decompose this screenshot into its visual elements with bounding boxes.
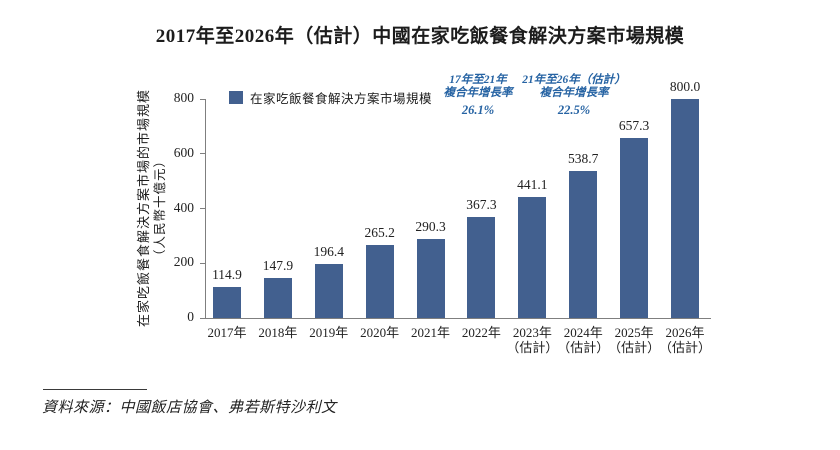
y-axis-tick xyxy=(200,262,206,264)
bar-value-label: 441.1 xyxy=(517,177,548,193)
y-axis-title-text: 在家吃飯餐食解決方案市場的市場規模 xyxy=(136,89,151,328)
y-axis-tick xyxy=(200,98,206,100)
bar-2019年 xyxy=(314,264,343,318)
bar-chart: 在家吃飯餐食解決方案市場的市場規模 （人民幣十億元） 在家吃飯餐食解決方案市場規… xyxy=(0,60,840,370)
bar-2020年 xyxy=(365,245,394,318)
y-axis-tick xyxy=(200,153,206,155)
cagr-period: 21年至26年（估計） xyxy=(522,74,626,86)
bar-2023年 xyxy=(518,197,547,318)
plot-area: 0 200 400 600 800 114.9 2017年 147.9 2018年 196.4 20… xyxy=(174,79,711,355)
x-axis-label: 2023年 （估計） xyxy=(498,325,566,355)
x-axis-label: 2019年 xyxy=(309,325,349,340)
bar-2018年 xyxy=(263,277,292,318)
bar-2022年 xyxy=(467,217,496,318)
y-axis-tick-label: 800 xyxy=(173,90,194,105)
cagr-period: 17年至21年 xyxy=(449,74,507,86)
y-axis-tick-label: 600 xyxy=(173,144,194,160)
legend: 在家吃飯餐食解決方案市場規模 xyxy=(229,88,432,107)
cagr-annotation-1: 17年至21年 複合年增長率 26.1% xyxy=(388,74,568,117)
y-axis-tick xyxy=(200,208,206,209)
x-axis-label: 2018年 xyxy=(258,325,298,340)
chart-title: 2017年至2026年（估計）中國在家吃飯餐食解決方案市場規模 xyxy=(155,26,685,47)
y-axis-tick-label: 0 xyxy=(187,309,194,324)
bar-2024年 xyxy=(569,170,598,318)
y-axis-tick xyxy=(200,317,206,319)
bar-2025年 xyxy=(620,138,649,318)
x-axis-label: 2025年 （估計） xyxy=(600,325,668,355)
x-axis-label: 2021年 xyxy=(411,325,451,340)
legend-swatch-icon xyxy=(229,91,243,104)
bar-value-label: 538.7 xyxy=(568,150,599,166)
x-axis-label: 2022年 xyxy=(461,325,501,340)
x-axis-sublabel: （估計） xyxy=(506,340,559,355)
cagr-value: 22.5% xyxy=(557,103,591,117)
source-divider xyxy=(43,389,147,390)
x-axis-sublabel: （估計） xyxy=(608,340,661,355)
bar-value-label: 367.3 xyxy=(466,197,497,213)
bar-2026年 xyxy=(671,99,699,318)
bar-2017年 xyxy=(213,286,241,318)
bar-value-label: 265.2 xyxy=(364,225,395,241)
x-axis-label: 2024年 （估計） xyxy=(549,325,617,355)
x-axis-sublabel: （估計） xyxy=(557,340,610,355)
legend-label: 在家吃飯餐食解決方案市場規模 xyxy=(250,92,433,106)
bar-value-label: 196.4 xyxy=(313,244,344,260)
x-axis-label: 2017年 xyxy=(207,325,247,340)
bar-value-label: 290.3 xyxy=(415,218,446,234)
bar-value-label: 800.0 xyxy=(669,79,701,94)
x-axis-sublabel: （估計） xyxy=(658,340,711,355)
x-axis-label: 2020年 xyxy=(360,325,400,340)
bar-value-label: 114.9 xyxy=(212,266,242,282)
bar-2021年 xyxy=(416,238,445,318)
x-axis-label: 2026年 （估計） xyxy=(651,325,719,355)
cagr-value: 26.1% xyxy=(461,103,495,117)
cagr-label: 複合年增長率 xyxy=(539,87,609,99)
source-note: 資料來源：中國飯店協會、弗若斯特沙利文 xyxy=(42,400,337,416)
y-axis-tick-label: 400 xyxy=(173,199,194,215)
y-axis-tick-label: 200 xyxy=(173,254,194,270)
bar-value-label: 147.9 xyxy=(262,257,294,273)
cagr-label: 複合年增長率 xyxy=(443,87,513,99)
bar-value-label: 657.3 xyxy=(618,118,650,134)
cagr-annotation-2: 21年至26年（估計） 複合年增長率 22.5% xyxy=(484,74,664,117)
